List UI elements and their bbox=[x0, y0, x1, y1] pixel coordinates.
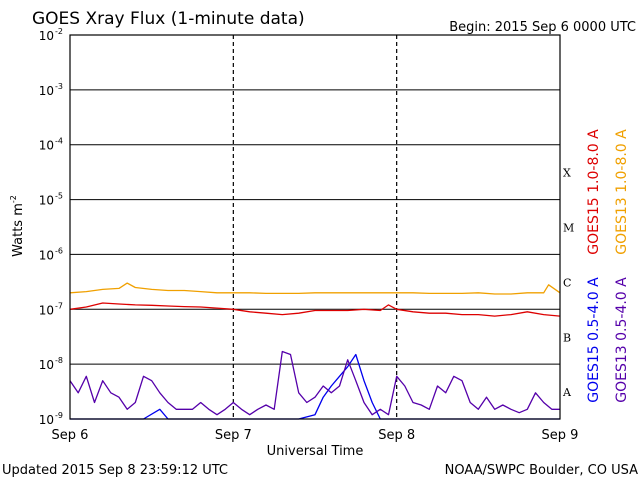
y-tick-label: 10 bbox=[39, 139, 54, 153]
y-axis-label: Watts m-2 bbox=[9, 195, 26, 257]
legend-entry: GOES15 1.0-8.0 A bbox=[586, 129, 602, 255]
flare-class-labels: X M C B A bbox=[562, 167, 574, 399]
y-tick-exponent: -3 bbox=[55, 82, 63, 91]
y-tick-exponent: -2 bbox=[55, 27, 63, 36]
legend-entry: GOES13 1.0-8.0 A bbox=[614, 129, 630, 255]
y-axis-label-base: Watts m bbox=[11, 203, 26, 257]
legend-label: GOES13 1.0-8.0 A bbox=[614, 129, 630, 255]
plot-frame bbox=[69, 34, 561, 420]
legend-label: GOES13 0.5-4.0 A bbox=[614, 277, 630, 403]
legend-entry: GOES13 0.5-4.0 A bbox=[614, 277, 630, 403]
begin-label: Begin: 2015 Sep 6 0000 UTC bbox=[449, 20, 636, 35]
flare-class-a: A bbox=[562, 386, 572, 399]
flare-class-m: M bbox=[563, 222, 574, 235]
svg-text:Watts m-2: Watts m-2 bbox=[9, 195, 26, 257]
y-tick-exponent: -5 bbox=[55, 192, 63, 201]
y-axis-label-exp: -2 bbox=[9, 195, 18, 203]
chart-title: GOES Xray Flux (1-minute data) bbox=[32, 9, 305, 29]
x-axis-label: Universal Time bbox=[267, 444, 364, 459]
updated-timestamp: Updated 2015 Sep 8 23:59:12 UTC bbox=[2, 463, 228, 478]
y-tick-label: 10 bbox=[39, 29, 54, 43]
series-line-goes13-0-5-4-0-a bbox=[69, 350, 560, 416]
series-layer bbox=[69, 282, 561, 420]
x-tick-label: Sep 6 bbox=[52, 428, 89, 443]
legend-label: GOES15 0.5-4.0 A bbox=[586, 277, 602, 403]
y-tick-exponent: -4 bbox=[55, 137, 63, 146]
y-tick-exponent: -8 bbox=[55, 356, 63, 365]
y-tick-labels: 10-210-310-410-510-610-710-810-9 bbox=[39, 27, 63, 427]
x-tick-labels: Sep 6 Sep 7 Sep 8 Sep 9 bbox=[52, 428, 579, 443]
x-tick-label: Sep 9 bbox=[542, 428, 579, 443]
legend-label: GOES15 1.0-8.0 A bbox=[586, 129, 602, 255]
legend: GOES15 1.0-8.0 A GOES13 1.0-8.0 A GOES15 0… bbox=[586, 129, 630, 403]
y-tick-exponent: -7 bbox=[55, 301, 63, 310]
flare-class-x: X bbox=[563, 167, 571, 180]
y-tick-label: 10 bbox=[39, 358, 54, 372]
x-tick-label: Sep 8 bbox=[378, 428, 415, 443]
x-tick-label: Sep 7 bbox=[215, 428, 252, 443]
credit-label: NOAA/SWPC Boulder, CO USA bbox=[445, 463, 638, 478]
legend-entry: GOES15 0.5-4.0 A bbox=[586, 277, 602, 403]
y-tick-label: 10 bbox=[39, 413, 54, 427]
grid-layer bbox=[70, 34, 560, 420]
flare-class-c: C bbox=[563, 276, 571, 289]
series-line-goes15-1-0-8-0-a bbox=[69, 302, 561, 317]
y-tick-label: 10 bbox=[39, 248, 54, 262]
y-tick-label: 10 bbox=[39, 303, 54, 317]
y-tick-exponent: -6 bbox=[55, 246, 63, 255]
y-tick-label: 10 bbox=[39, 84, 54, 98]
flare-class-b: B bbox=[563, 331, 571, 344]
y-tick-label: 10 bbox=[39, 194, 54, 208]
series-line-goes13-1-0-8-0-a bbox=[69, 282, 561, 295]
y-tick-exponent: -9 bbox=[55, 411, 63, 420]
